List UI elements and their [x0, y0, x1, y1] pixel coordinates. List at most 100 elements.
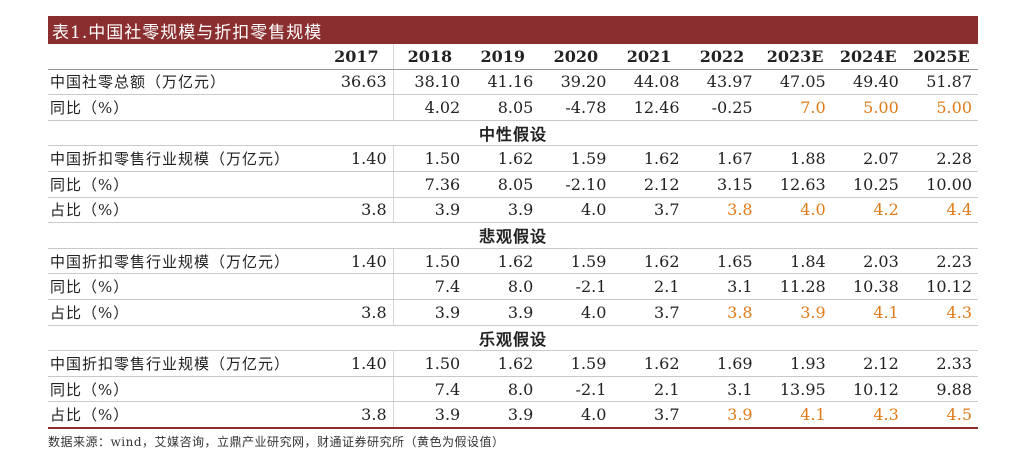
- scenario-header-row: 中性假设: [48, 120, 978, 147]
- value-cell: 3.8: [320, 401, 394, 429]
- value-cell: 2.1: [612, 273, 686, 300]
- year-header: 2020: [539, 44, 613, 70]
- value-cell: 13.95: [758, 376, 832, 403]
- row-label: 同比（%）: [48, 94, 321, 121]
- value-cell: [320, 171, 394, 198]
- table-row: 中国折扣零售行业规模（万亿元） 1.40 1.50 1.62 1.59 1.62 1.65 1…: [48, 248, 978, 275]
- value-cell: 9.88: [904, 376, 978, 403]
- value-cell: 8.0: [466, 273, 540, 300]
- value-cell: 2.28: [904, 145, 978, 172]
- value-cell: 2.03: [831, 248, 905, 275]
- value-cell: 5.00: [904, 94, 978, 121]
- value-cell: 1.62: [466, 350, 540, 377]
- value-cell: 1.62: [466, 248, 540, 275]
- value-cell: 8.05: [466, 94, 540, 121]
- value-cell: [320, 273, 394, 300]
- table-row: 占比（%） 3.8 3.9 3.9 4.0 3.7 3.9 4.1 4.3 4.5: [48, 401, 978, 429]
- value-cell: 1.62: [612, 145, 686, 172]
- table-row: 占比（%） 3.8 3.9 3.9 4.0 3.7 3.8 4.0 4.2 4.4: [48, 197, 978, 224]
- value-cell: 3.9: [392, 401, 467, 429]
- value-cell: 12.63: [758, 171, 832, 198]
- value-cell: 1.62: [466, 145, 540, 172]
- value-cell: 5.00: [831, 94, 905, 121]
- row-label: 中国折扣零售行业规模（万亿元）: [48, 350, 321, 377]
- table-row: 同比（%） 7.4 8.0 -2.1 2.1 3.1 13.95 10.12 9.88: [48, 376, 978, 403]
- year-header: 2018: [392, 44, 467, 70]
- value-cell: 1.84: [758, 248, 832, 275]
- cropped-text-fragment: [48, 0, 978, 14]
- value-cell: 1.62: [612, 350, 686, 377]
- table-row: 中国折扣零售行业规模（万亿元） 1.40 1.50 1.62 1.59 1.62 1.69 1…: [48, 350, 978, 377]
- table-title: 表1.中国社零规模与折扣零售规模: [48, 16, 978, 44]
- table-row: 同比（%） 7.4 8.0 -2.1 2.1 3.1 11.28 10.38 10.12: [48, 273, 978, 300]
- value-cell: -2.1: [539, 376, 613, 403]
- retail-scale-table: 2017 2018 2019 2020 2021 2022 2023E 2024E 2025E 中…: [48, 44, 978, 429]
- value-cell: 3.7: [612, 299, 686, 326]
- value-cell: 10.12: [831, 376, 905, 403]
- value-cell: 3.7: [612, 401, 686, 429]
- value-cell: 49.40: [831, 69, 905, 96]
- value-cell: 4.0: [539, 401, 613, 429]
- value-cell: 3.7: [612, 197, 686, 224]
- value-cell: 1.67: [685, 145, 759, 172]
- value-cell: -2.1: [539, 273, 613, 300]
- value-cell: 1.62: [612, 248, 686, 275]
- row-label: 占比（%）: [48, 299, 321, 326]
- value-cell: 10.00: [904, 171, 978, 198]
- value-cell: 4.1: [831, 299, 905, 326]
- year-header: 2022: [685, 44, 759, 70]
- value-cell: [320, 376, 394, 403]
- year-header: 2024E: [831, 44, 905, 70]
- row-label: 占比（%）: [48, 197, 321, 224]
- value-cell: -0.25: [685, 94, 759, 121]
- row-label: 中国折扣零售行业规模（万亿元）: [48, 248, 321, 275]
- table-row: 中国社零总额（万亿元） 36.63 38.10 41.16 39.20 44.08 43.9…: [48, 69, 978, 96]
- value-cell: 38.10: [392, 69, 467, 96]
- table-row: 中国折扣零售行业规模（万亿元） 1.40 1.50 1.62 1.59 1.62 1.67 1…: [48, 145, 978, 172]
- year-header: 2017: [320, 44, 394, 70]
- value-cell: 4.2: [831, 197, 905, 224]
- value-cell: 7.4: [392, 376, 467, 403]
- value-cell: 3.8: [685, 197, 759, 224]
- value-cell: 4.0: [539, 197, 613, 224]
- value-cell: 2.1: [612, 376, 686, 403]
- value-cell: 8.05: [466, 171, 540, 198]
- value-cell: 2.07: [831, 145, 905, 172]
- value-cell: 4.0: [758, 197, 832, 224]
- year-header: 2025E: [904, 44, 978, 70]
- value-cell: 3.9: [466, 401, 540, 429]
- value-cell: 3.15: [685, 171, 759, 198]
- row-label: 同比（%）: [48, 376, 321, 403]
- scenario-header-row: 悲观假设: [48, 222, 978, 249]
- value-cell: 3.8: [320, 299, 394, 326]
- row-label: 占比（%）: [48, 401, 321, 429]
- value-cell: 3.8: [685, 299, 759, 326]
- value-cell: 4.02: [392, 94, 467, 121]
- value-cell: 1.59: [539, 350, 613, 377]
- value-cell: 3.1: [685, 376, 759, 403]
- value-cell: 1.65: [685, 248, 759, 275]
- value-cell: 41.16: [466, 69, 540, 96]
- value-cell: 4.3: [831, 401, 905, 429]
- value-cell: 1.69: [685, 350, 759, 377]
- scenario-title: 乐观假设: [48, 325, 978, 352]
- value-cell: 4.0: [539, 299, 613, 326]
- value-cell: 1.59: [539, 145, 613, 172]
- table-row: 同比（%） 4.02 8.05 -4.78 12.46 -0.25 7.0 5.00 5.00: [48, 94, 978, 121]
- value-cell: 3.9: [392, 299, 467, 326]
- scenario-title: 中性假设: [48, 120, 978, 147]
- value-cell: 2.33: [904, 350, 978, 377]
- value-cell: 7.36: [392, 171, 467, 198]
- value-cell: 1.93: [758, 350, 832, 377]
- value-cell: 1.59: [539, 248, 613, 275]
- value-cell: 10.25: [831, 171, 905, 198]
- value-cell: 3.9: [466, 299, 540, 326]
- value-cell: 3.8: [320, 197, 394, 224]
- row-label: 中国折扣零售行业规模（万亿元）: [48, 145, 321, 172]
- value-cell: 1.40: [320, 350, 394, 377]
- value-cell: 1.50: [392, 248, 467, 275]
- value-cell: 3.9: [758, 299, 832, 326]
- row-label: 中国社零总额（万亿元）: [48, 69, 321, 96]
- value-cell: 1.40: [320, 248, 394, 275]
- value-cell: 43.97: [685, 69, 759, 96]
